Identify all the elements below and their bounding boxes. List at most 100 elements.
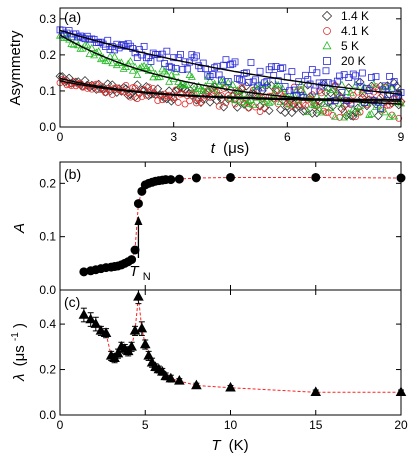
panel-c-point <box>95 325 107 335</box>
panel-a-point <box>260 97 269 105</box>
panel-a-point <box>222 56 230 64</box>
panel-a-point <box>156 92 164 99</box>
panel-a-fit-curve <box>59 29 402 95</box>
panel-a-point <box>318 82 325 90</box>
panel-a-point <box>240 89 249 98</box>
panel-a-point <box>146 63 155 72</box>
panel-a-point <box>131 62 139 70</box>
panel-c-ylabel-unit: (μs <box>11 345 28 366</box>
legend-marker <box>322 40 332 50</box>
panel-a-point <box>132 80 142 90</box>
panel-a-point <box>181 100 189 108</box>
legend-label: 20 K <box>341 54 366 68</box>
panel-a-point <box>349 91 357 99</box>
panel-a-point <box>208 84 217 92</box>
panel-a-point <box>262 80 271 88</box>
panel-c-ytick-label: 0.2 <box>39 363 56 377</box>
panel-a-point <box>381 108 390 116</box>
panel-a-label: (a) <box>64 9 81 25</box>
panel-a-point <box>197 98 205 106</box>
panel-a-point <box>191 95 201 105</box>
panel-a-point <box>235 89 244 97</box>
panel-a-point <box>149 85 157 92</box>
panel-a-point <box>337 104 347 114</box>
panel-a-point <box>388 85 396 93</box>
panel-a-point <box>145 54 153 62</box>
panel-a-point <box>104 36 112 44</box>
panel-a-point <box>274 77 282 84</box>
panel-a-point <box>377 104 384 112</box>
panel-a-point <box>206 76 215 84</box>
panel-a-point <box>110 52 119 60</box>
panel-a-point <box>352 72 359 80</box>
panel-a-point <box>120 88 128 96</box>
panel-a-point <box>329 112 337 119</box>
panel-a-point <box>117 42 125 49</box>
panel-a-point <box>264 106 274 116</box>
panel-a-point <box>267 97 276 105</box>
panel-a-point <box>189 82 199 92</box>
panel-a-point <box>124 40 132 48</box>
panel-a-point <box>244 96 253 105</box>
panel-c-ytick-label: 0.4 <box>39 317 56 331</box>
legend-label: 1.4 K <box>341 9 369 23</box>
panel-a-ylabel: Asymmetry <box>7 30 24 106</box>
tn-annotation-main: T <box>129 263 140 280</box>
panel-a-point <box>290 86 298 94</box>
panel-b-ticks: 0.0 0.1 0.2 <box>39 162 402 297</box>
panel-a-point <box>186 97 193 105</box>
panel-a-point <box>274 80 283 89</box>
panel-c-point <box>143 350 154 360</box>
panel-c-xlabel-unit: (K) <box>229 437 249 454</box>
panel-a-xlabel: t (μs) <box>211 140 249 157</box>
panel-a-point <box>119 64 128 72</box>
panel-a-point <box>306 94 315 102</box>
panel-a-point <box>353 103 363 113</box>
panel-a-point <box>279 64 287 72</box>
panel-a-point <box>302 71 309 79</box>
panel-a-point <box>256 67 264 75</box>
panel-a-point <box>224 78 233 86</box>
panel-a-point <box>345 74 353 81</box>
panel-a-point <box>218 92 225 99</box>
panel-a-xtick-label: 3 <box>170 130 177 144</box>
panel-a-point <box>85 49 94 58</box>
panel-a-point <box>179 66 187 74</box>
tn-annotation-sub: N <box>143 271 151 283</box>
panel-a-point <box>140 42 148 50</box>
panel-a-point <box>355 77 365 87</box>
panel-a-point <box>233 74 241 82</box>
panel-a-ytick-label: 0.2 <box>39 48 56 62</box>
panel-a-point <box>156 54 164 62</box>
panel-a-fit-curve <box>59 34 402 105</box>
panel-a-point <box>390 78 398 85</box>
panel-a-point <box>278 84 287 92</box>
panel-c-point <box>85 313 96 324</box>
panel-a-point <box>215 71 223 79</box>
panel-a-point <box>319 99 328 107</box>
panel-a-point <box>348 111 358 121</box>
panel-b-point <box>226 172 235 182</box>
panel-c-xtick-label: 0 <box>57 418 64 432</box>
panel-a-point <box>387 84 396 92</box>
panel-a-xtick-label: 0 <box>57 130 64 144</box>
panel-a-point <box>385 112 394 120</box>
panel-c-xtick-label: 5 <box>142 418 149 432</box>
panel-a-point <box>310 101 319 109</box>
panel-a-point <box>263 78 271 85</box>
panel-a-point <box>231 58 239 66</box>
panel-c-ylabel: λ (μs -1 ) <box>5 323 28 382</box>
panel-c-point <box>90 318 102 328</box>
panel-a-point <box>215 102 223 110</box>
panel-a-point <box>280 108 290 118</box>
panel-a-point <box>108 91 116 98</box>
panel-a-point <box>237 97 246 105</box>
panel-a-point <box>358 90 366 98</box>
panel-a-fit-curve <box>59 77 401 101</box>
panel-a-point <box>261 79 269 87</box>
panel-a-point <box>183 80 192 88</box>
panel-a-point <box>315 87 323 95</box>
panel-a-point <box>129 45 137 52</box>
panel-a-point <box>311 87 319 95</box>
panel-a-point <box>96 54 105 63</box>
